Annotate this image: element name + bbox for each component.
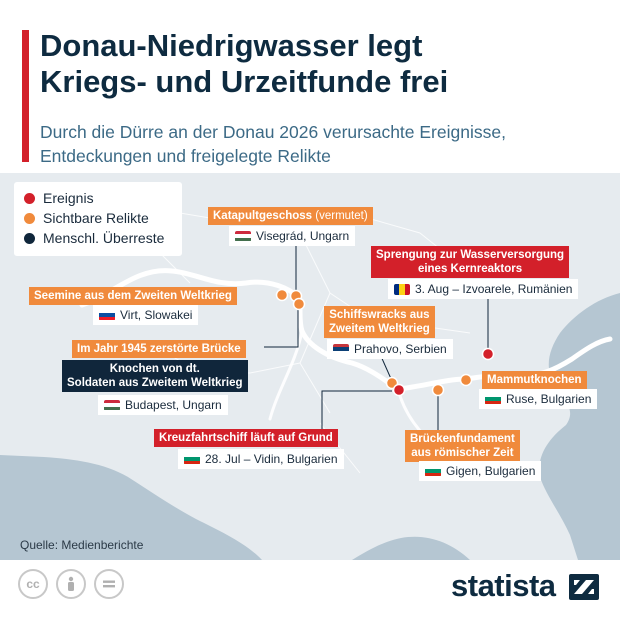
marker-place-prahovo: Prahovo, Serbien [327,339,453,359]
legend-dot-event [24,192,35,204]
marker-title-mammutknochen: Mammutknochen [487,374,582,386]
marker-place-gigen: Gigen, Bulgarien [419,461,542,481]
map-legend: Ereignis Sichtbare Relikte Menschl. Über… [14,182,182,256]
license-icons: cc [18,569,132,599]
marker-title-katapult: Katapultgeschoss [213,210,313,222]
marker-title-kreuzfahrtschiff: Kreuzfahrtschiff läuft auf Grund [159,432,333,444]
bulgaria-flag-icon [485,393,501,405]
bulgaria-flag-icon [425,465,441,477]
marker-place-budapest: Budapest, Ungarn [98,395,228,415]
marker-dot-gigen [431,383,445,397]
marker-note-katapult: (vermutet) [315,210,368,222]
hungary-flag-icon [235,230,251,242]
legend-item-event: Ereignis [24,188,172,208]
page-title: Donau-Niedrigwasser legt Kriegs- und Urz… [40,28,600,100]
by-icon[interactable] [56,569,86,599]
romania-flag-icon [394,283,410,295]
marker-label-kreuzfahrtschiff: Kreuzfahrtschiff läuft auf Grund [154,429,338,447]
cc-icon[interactable]: cc [18,569,48,599]
hungary-flag-icon [104,399,120,411]
legend-item-relic: Sichtbare Relikte [24,208,172,228]
legend-label-relic: Sichtbare Relikte [43,210,149,226]
marker-title-schiffswracks-2: Zweitem Weltkrieg [329,323,430,335]
marker-title-knochen-1: Knochen von dt. [109,363,200,375]
title-accent-bar [22,30,29,162]
legend-dot-relic [24,212,35,224]
marker-location-visegrad: Visegrád, Ungarn [256,229,350,243]
title-line-1: Donau-Niedrigwasser legt [40,28,423,63]
marker-title-bruecke-1945: Im Jahr 1945 zerstörte Brücke [77,343,241,355]
marker-label-brueckenfundament: Brückenfundament aus römischer Zeit [405,430,520,462]
page-subtitle: Durch die Dürre an der Donau 2026 verurs… [40,120,610,168]
marker-location-gigen: Gigen, Bulgarien [446,464,536,478]
marker-dots [275,288,495,397]
marker-label-knochen-soldaten: Knochen von dt. Soldaten aus Zweitem Wel… [62,360,248,392]
brand-wordmark[interactable]: statista [451,568,556,603]
statista-logo-icon[interactable] [569,574,599,600]
marker-location-prahovo: Prahovo, Serbien [354,342,447,356]
marker-label-katapult: Katapultgeschoss (vermutet) [208,207,373,225]
marker-label-schiffswracks: Schiffswracks aus Zweitem Weltkrieg [324,306,435,338]
marker-location-budapest: Budapest, Ungarn [125,398,222,412]
marker-place-vidin: 28. Jul – Vidin, Bulgarien [178,449,344,469]
leader-bridge [264,302,299,348]
marker-title-schiffswracks-1: Schiffswracks aus [329,309,430,321]
marker-label-bruecke-1945: Im Jahr 1945 zerstörte Brücke [72,340,246,358]
marker-location-ruse: Ruse, Bulgarien [506,392,592,406]
bulgaria-flag-icon [184,453,200,465]
marker-location-vidin: 28. Jul – Vidin, Bulgarien [205,452,338,466]
serbia-flag-icon [333,343,349,355]
marker-location-virt: Virt, Slowakei [120,308,193,322]
marker-title-brueckenfundament-1: Brückenfundament [410,433,515,445]
source-note: Quelle: Medienberichte [20,538,144,552]
marker-dot-bridge [292,297,306,311]
marker-dot-vidin [392,383,406,397]
marker-location-izvoarele: 3. Aug – Izvoarele, Rumänien [415,282,573,296]
marker-title-seemine: Seemine aus dem Zweiten Weltkrieg [34,290,232,302]
slovakia-flag-icon [99,309,115,321]
marker-dot-ruse [459,373,473,387]
legend-label-event: Ereignis [43,190,94,206]
marker-label-sprengung: Sprengung zur Wasserversorgung eines Ker… [371,246,570,278]
marker-place-ruse: Ruse, Bulgarien [479,389,598,409]
marker-label-mammutknochen: Mammutknochen [482,371,587,389]
sea-inlet [0,455,150,560]
subtitle-line-1: Durch die Dürre an der Donau 2026 verurs… [40,122,506,142]
marker-label-seemine: Seemine aus dem Zweiten Weltkrieg [29,287,237,305]
marker-title-knochen-2: Soldaten aus Zweitem Weltkrieg [67,377,243,389]
legend-dot-remains [24,232,35,244]
marker-title-sprengung-2: eines Kernreaktors [417,263,523,275]
title-line-2: Kriegs- und Urzeitfunde frei [40,64,449,99]
marker-place-visegrad: Visegrád, Ungarn [229,226,356,246]
legend-item-remains: Menschl. Überreste [24,228,172,248]
marker-title-brueckenfundament-2: aus römischer Zeit [411,447,514,459]
leader-vidin [321,390,392,431]
marker-dot-izvoarele [481,347,495,361]
legend-label-remains: Menschl. Überreste [43,230,165,246]
subtitle-line-2: Entdeckungen und freigelegte Relikte [40,146,331,166]
marker-place-izvoarele: 3. Aug – Izvoarele, Rumänien [388,279,579,299]
marker-dot-virt [275,288,289,302]
marker-place-virt: Virt, Slowakei [93,305,199,325]
marker-title-sprengung-1: Sprengung zur Wasserversorgung [376,249,565,261]
nd-icon[interactable] [94,569,124,599]
